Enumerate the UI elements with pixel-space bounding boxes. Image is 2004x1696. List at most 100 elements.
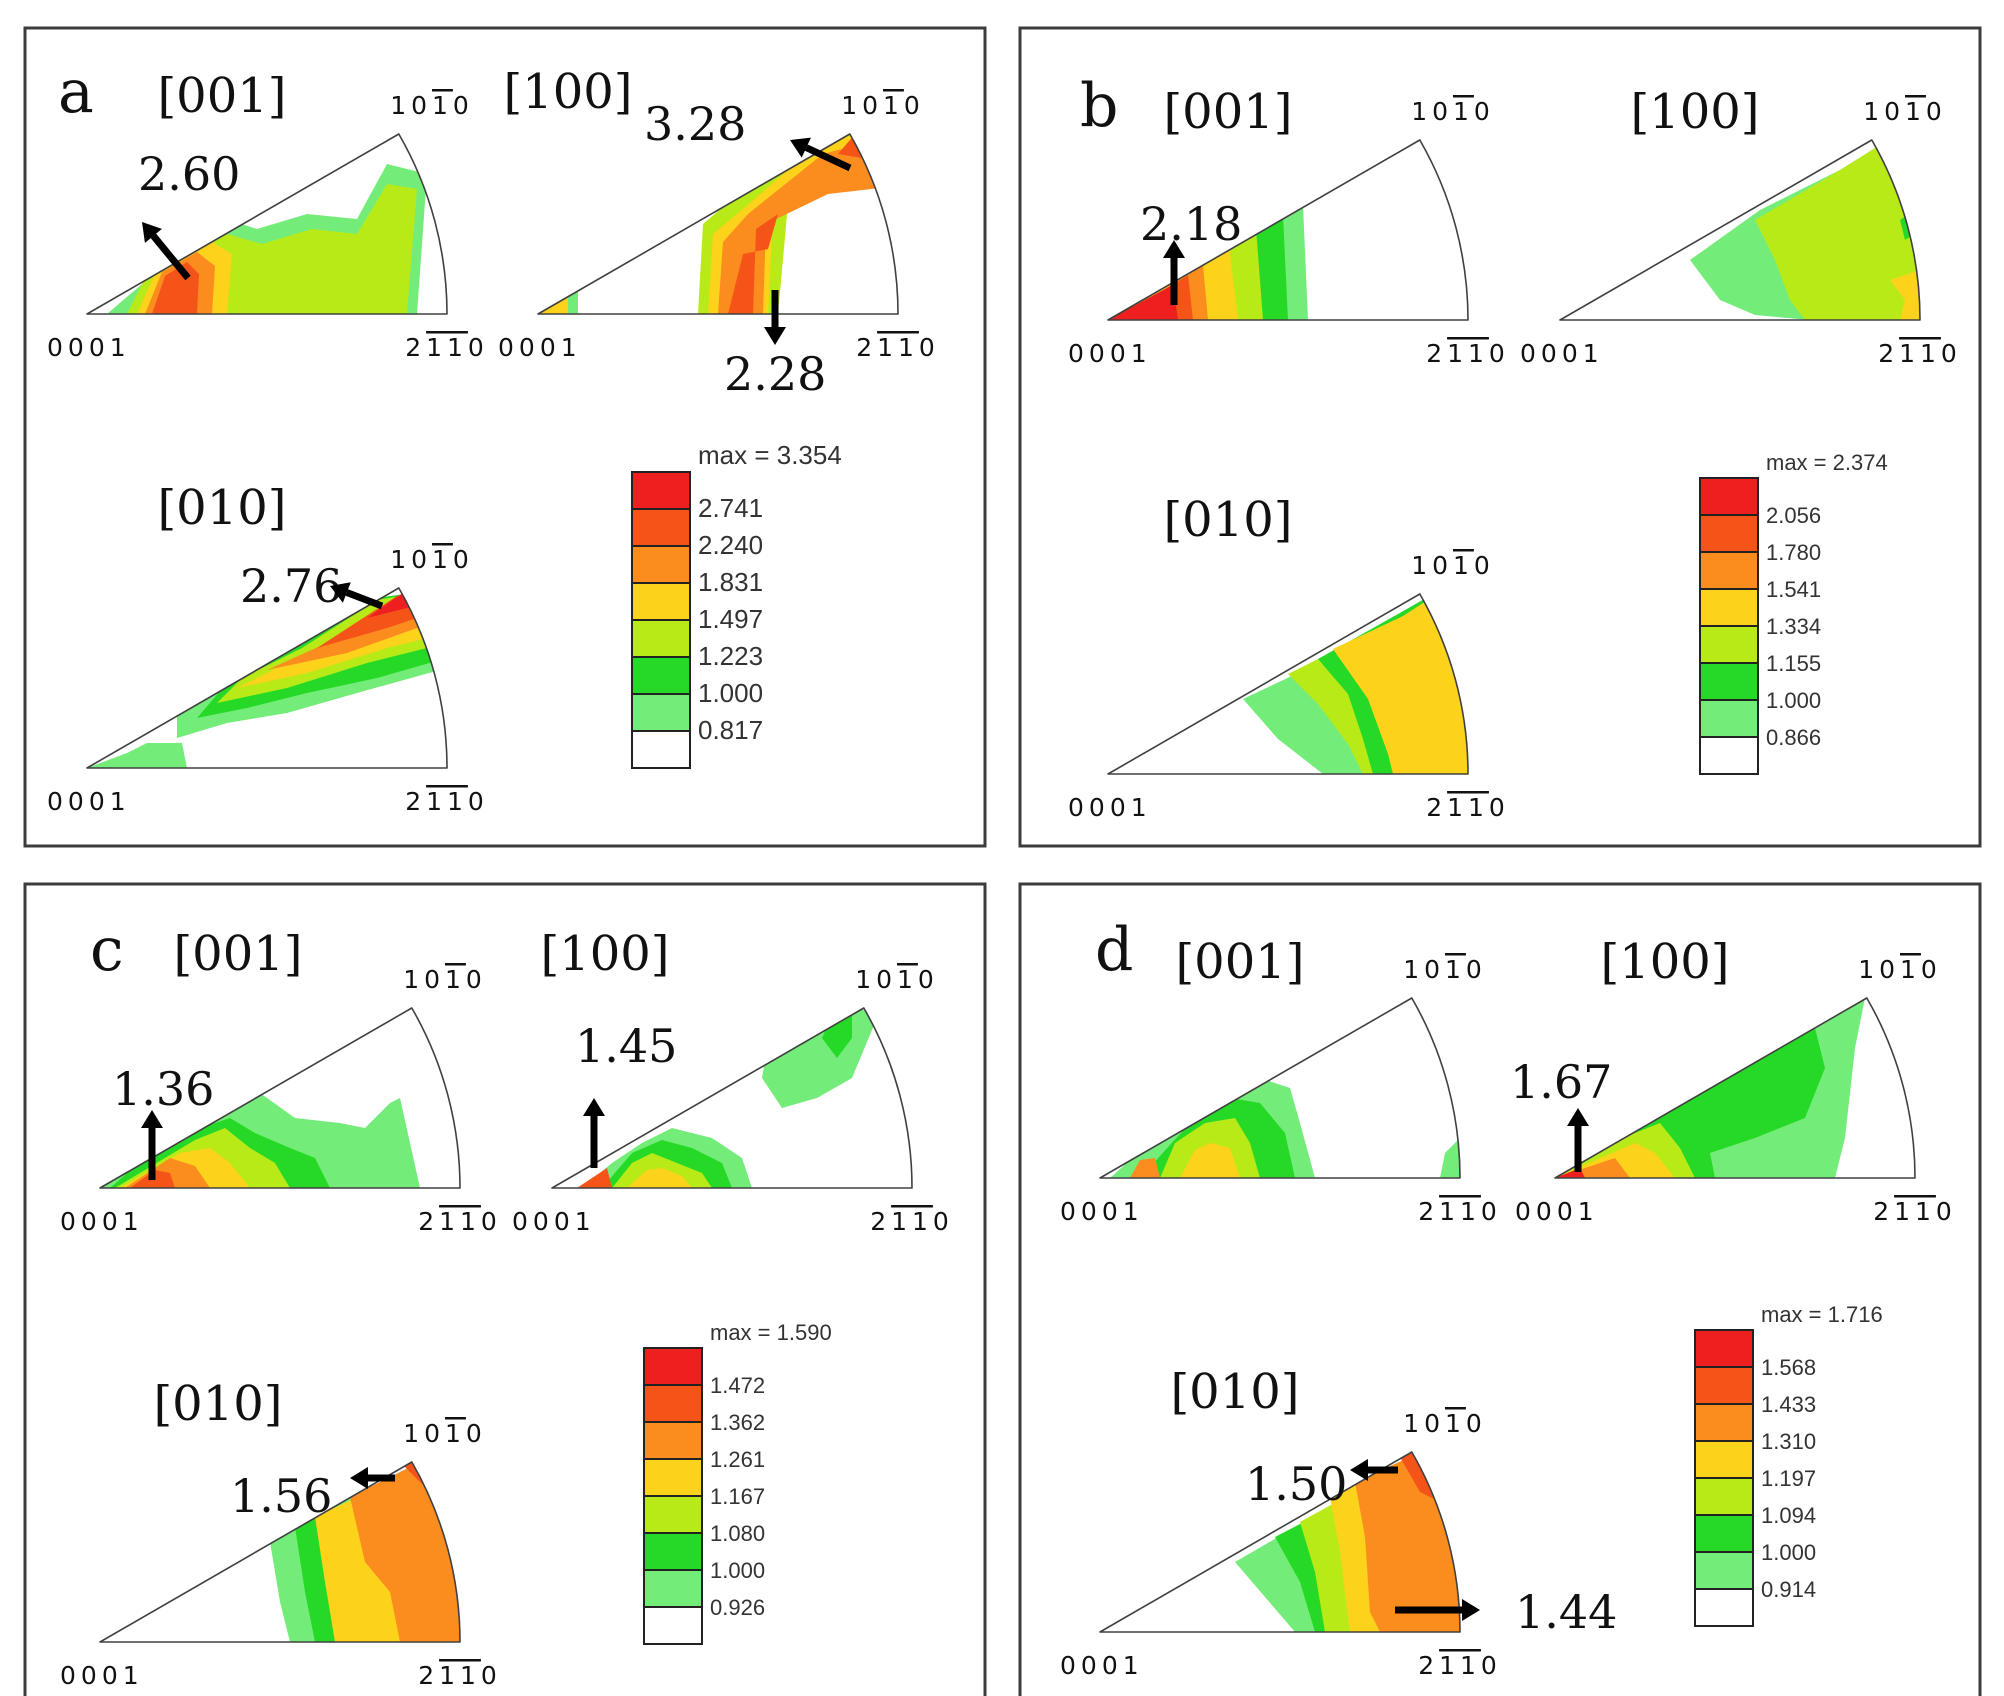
legend-swatch [1694, 1514, 1754, 1553]
contour-region [718, 134, 898, 314]
direction-label: [010] [1163, 492, 1292, 548]
peak-arrow [150, 233, 191, 281]
contour-region [1180, 1143, 1240, 1178]
legend-swatch [1694, 1329, 1754, 1368]
contour-region [1890, 270, 1920, 320]
contour-region [87, 743, 187, 768]
legend-level: 1.497 [698, 604, 763, 634]
legend-swatch [643, 1421, 703, 1460]
legend-level: 1.000 [710, 1558, 765, 1583]
legend-swatch [643, 1347, 703, 1386]
peak-value: 1.67 [1510, 1055, 1612, 1109]
contour-region [577, 1168, 612, 1188]
legend-level: 1.155 [1766, 651, 1821, 676]
legend-level: 1.167 [710, 1484, 765, 1509]
legend-swatch [1699, 588, 1759, 627]
ipf-001: [001] 0001 2110 1010 2.60 [47, 68, 489, 362]
corner-2110: 2110 [1873, 1197, 1957, 1226]
direction-label: [001] [157, 68, 286, 124]
corner-2110: 2110 [418, 1207, 502, 1236]
panel-frame [1018, 26, 1982, 848]
peak-arrow [345, 589, 384, 610]
legend-level: 1.223 [698, 641, 763, 671]
inverse-pole-figure [99, 1007, 461, 1189]
contour-fills [87, 588, 447, 768]
legend-swatch [1699, 662, 1759, 701]
direction-label: [001] [173, 926, 302, 982]
legend-max: max = 2.374 [1766, 450, 1888, 475]
corner-1010: 1010 [1403, 955, 1487, 984]
corner-1010: 1010 [1411, 97, 1495, 126]
legend-level: 1.433 [1761, 1392, 1816, 1417]
legend-level: 1.541 [1766, 577, 1821, 602]
arrow-head [1462, 1599, 1480, 1621]
legend-swatch [1694, 1366, 1754, 1405]
contour-fills [1243, 594, 1468, 774]
corner-1010: 1010 [403, 965, 487, 994]
legend-swatch [1694, 1440, 1754, 1479]
legend-swatch [643, 1569, 703, 1608]
ipf-outline [1107, 593, 1469, 775]
panel-a: a [001] 0001 2110 1010 2.60 [100] 0001 2110 1010 3… [23, 26, 987, 848]
contour-region [1108, 285, 1178, 320]
ipf-001: [001] 0001 2110 1010 1.36 [60, 926, 502, 1236]
ipf-outline [537, 133, 899, 315]
peak-value: 1.44 [1515, 1585, 1617, 1639]
legend-level: 2.056 [1766, 503, 1821, 528]
corner-0001: 0001 [1060, 1197, 1144, 1226]
arrow-head [1163, 240, 1185, 258]
legend-level: 1.362 [710, 1410, 765, 1435]
legend-level: 0.866 [1766, 725, 1821, 750]
inverse-pole-figure [1107, 593, 1469, 775]
arrow-head [1567, 1108, 1589, 1126]
panel-c: c [001] 0001 2110 1010 1.36 [100] 0001 2110 1010 1… [23, 882, 987, 1696]
corner-1010: 1010 [390, 91, 474, 120]
arrow-head [790, 137, 811, 158]
legend-swatch [631, 730, 691, 769]
peak-value: 2.18 [1140, 197, 1242, 251]
legend-swatch [631, 582, 691, 621]
corner-2110: 2110 [1426, 339, 1510, 368]
direction-label: [100] [1600, 934, 1729, 990]
contour-fills [1690, 140, 1920, 320]
legend-swatch [1694, 1551, 1754, 1590]
direction-label: [100] [540, 926, 669, 982]
legend: max = 2.374 2.056 1.780 1.541 1.334 1.155 1.00… [1699, 450, 1888, 775]
corner-0001: 0001 [60, 1661, 144, 1690]
legend-swatch [1699, 625, 1759, 664]
corner-2110: 2110 [1418, 1197, 1502, 1226]
panel-letter: d [1095, 915, 1133, 985]
panel-frame [1018, 882, 1982, 1696]
legend-max: max = 1.716 [1761, 1302, 1883, 1327]
legend-level: 1.197 [1761, 1466, 1816, 1491]
legend-level: 1.094 [1761, 1503, 1816, 1528]
inverse-pole-figure [1107, 139, 1469, 321]
ipf-outline [99, 1461, 461, 1643]
panel-frame [23, 882, 987, 1696]
inverse-pole-figure [1099, 1451, 1461, 1633]
corner-1010: 1010 [403, 1419, 487, 1448]
legend-swatch [631, 471, 691, 510]
contour-region [1755, 140, 1920, 320]
contour-region [1333, 594, 1468, 774]
legend-level: 1.000 [1761, 1540, 1816, 1565]
inverse-pole-figure [1099, 997, 1461, 1179]
arrow-head [142, 222, 162, 243]
corner-1010: 1010 [1411, 551, 1495, 580]
legend-swatch [1699, 551, 1759, 590]
ipf-001: [001] 0001 2110 1010 2.18 [1068, 84, 1510, 368]
ipf-outline [1554, 997, 1916, 1179]
legend-swatch [1694, 1588, 1754, 1627]
arrow-head [330, 582, 351, 603]
legend-swatch [631, 619, 691, 658]
peak-value: 3.28 [644, 97, 746, 151]
corner-2110: 2110 [856, 333, 940, 362]
corner-2110: 2110 [405, 333, 489, 362]
ipf-010: [010] 0001 2110 1010 1.50 1.44 [1060, 1364, 1617, 1680]
peak-value: 2.28 [724, 347, 826, 401]
corner-1010: 1010 [1403, 1409, 1487, 1438]
contour-fills [100, 1093, 420, 1188]
corner-0001: 0001 [1068, 793, 1152, 822]
contour-region [627, 1168, 692, 1188]
ipf-outline [551, 1007, 913, 1189]
